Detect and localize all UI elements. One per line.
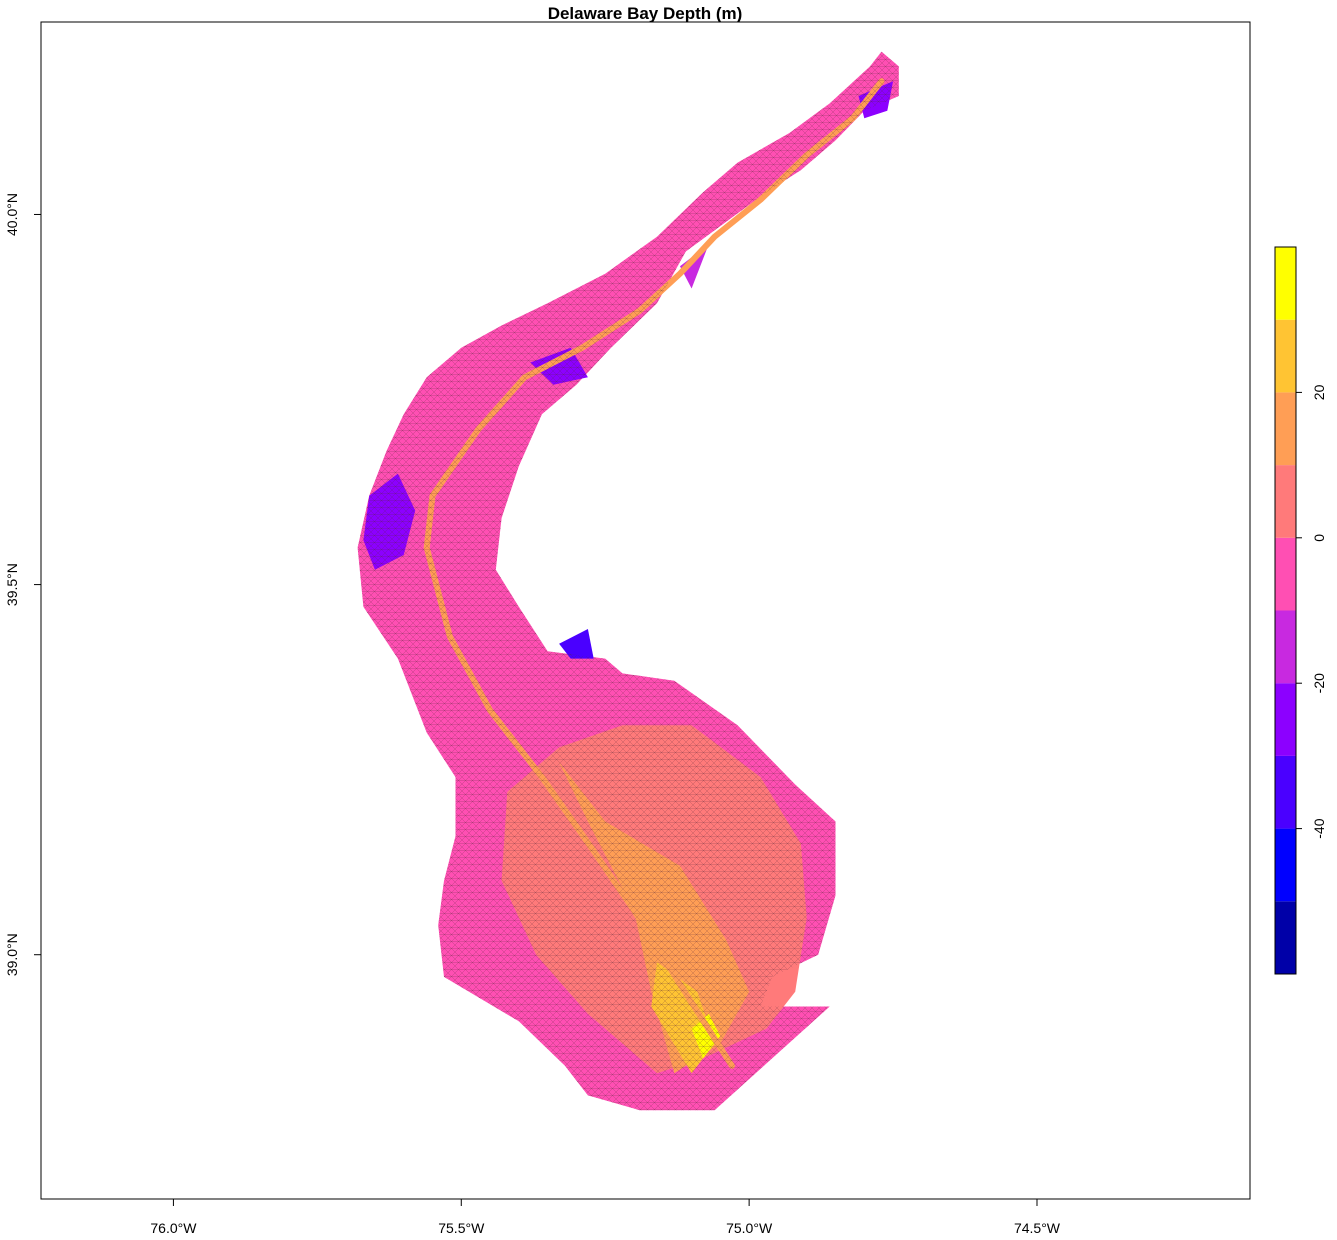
colorbar-bin: [1275, 901, 1296, 974]
map-title: Delaware Bay Depth (m): [548, 4, 743, 23]
colorbar-tick-label: -40: [1311, 818, 1327, 838]
bathymetry-map: [357, 51, 899, 1111]
y-tick-label: 39.0°N: [4, 933, 20, 976]
colorbar-bin: [1275, 537, 1296, 611]
y-tick-label: 39.5°N: [4, 563, 20, 606]
colorbar-bin: [1275, 247, 1296, 320]
y-tick-label: 40.0°N: [4, 193, 20, 236]
mesh-overlay: [357, 51, 899, 1111]
colorbar-tick-label: -20: [1311, 673, 1327, 693]
colorbar-frame: [1274, 246, 1297, 975]
colorbar-bin: [1275, 392, 1296, 466]
x-tick-label: 75.5°W: [438, 1220, 485, 1236]
colorbar-legend: -40 -20 0 20: [1274, 246, 1327, 975]
x-tick-label: 75.0°W: [726, 1220, 773, 1236]
x-tick-label: 76.0°W: [150, 1220, 197, 1236]
depth-zone: [680, 244, 709, 289]
plot-frame: [40, 21, 1251, 1200]
colorbar-tick-label: 0: [1311, 534, 1327, 542]
colorbar-bin: [1275, 683, 1296, 756]
colorbar-bin: [1275, 465, 1296, 538]
colorbar-bin: [1275, 610, 1296, 684]
x-tick-label: 74.5°W: [1014, 1220, 1061, 1236]
y-axis: 39.0°N 39.5°N 40.0°N: [4, 193, 41, 976]
x-axis: 76.0°W 75.5°W 75.0°W 74.5°W: [150, 1199, 1061, 1236]
colorbar-bin: [1275, 828, 1296, 902]
colorbar-bin: [1275, 755, 1296, 829]
depth-zone: [559, 629, 594, 659]
colorbar-bin: [1275, 319, 1296, 393]
colorbar-tick-label: 20: [1311, 384, 1327, 400]
